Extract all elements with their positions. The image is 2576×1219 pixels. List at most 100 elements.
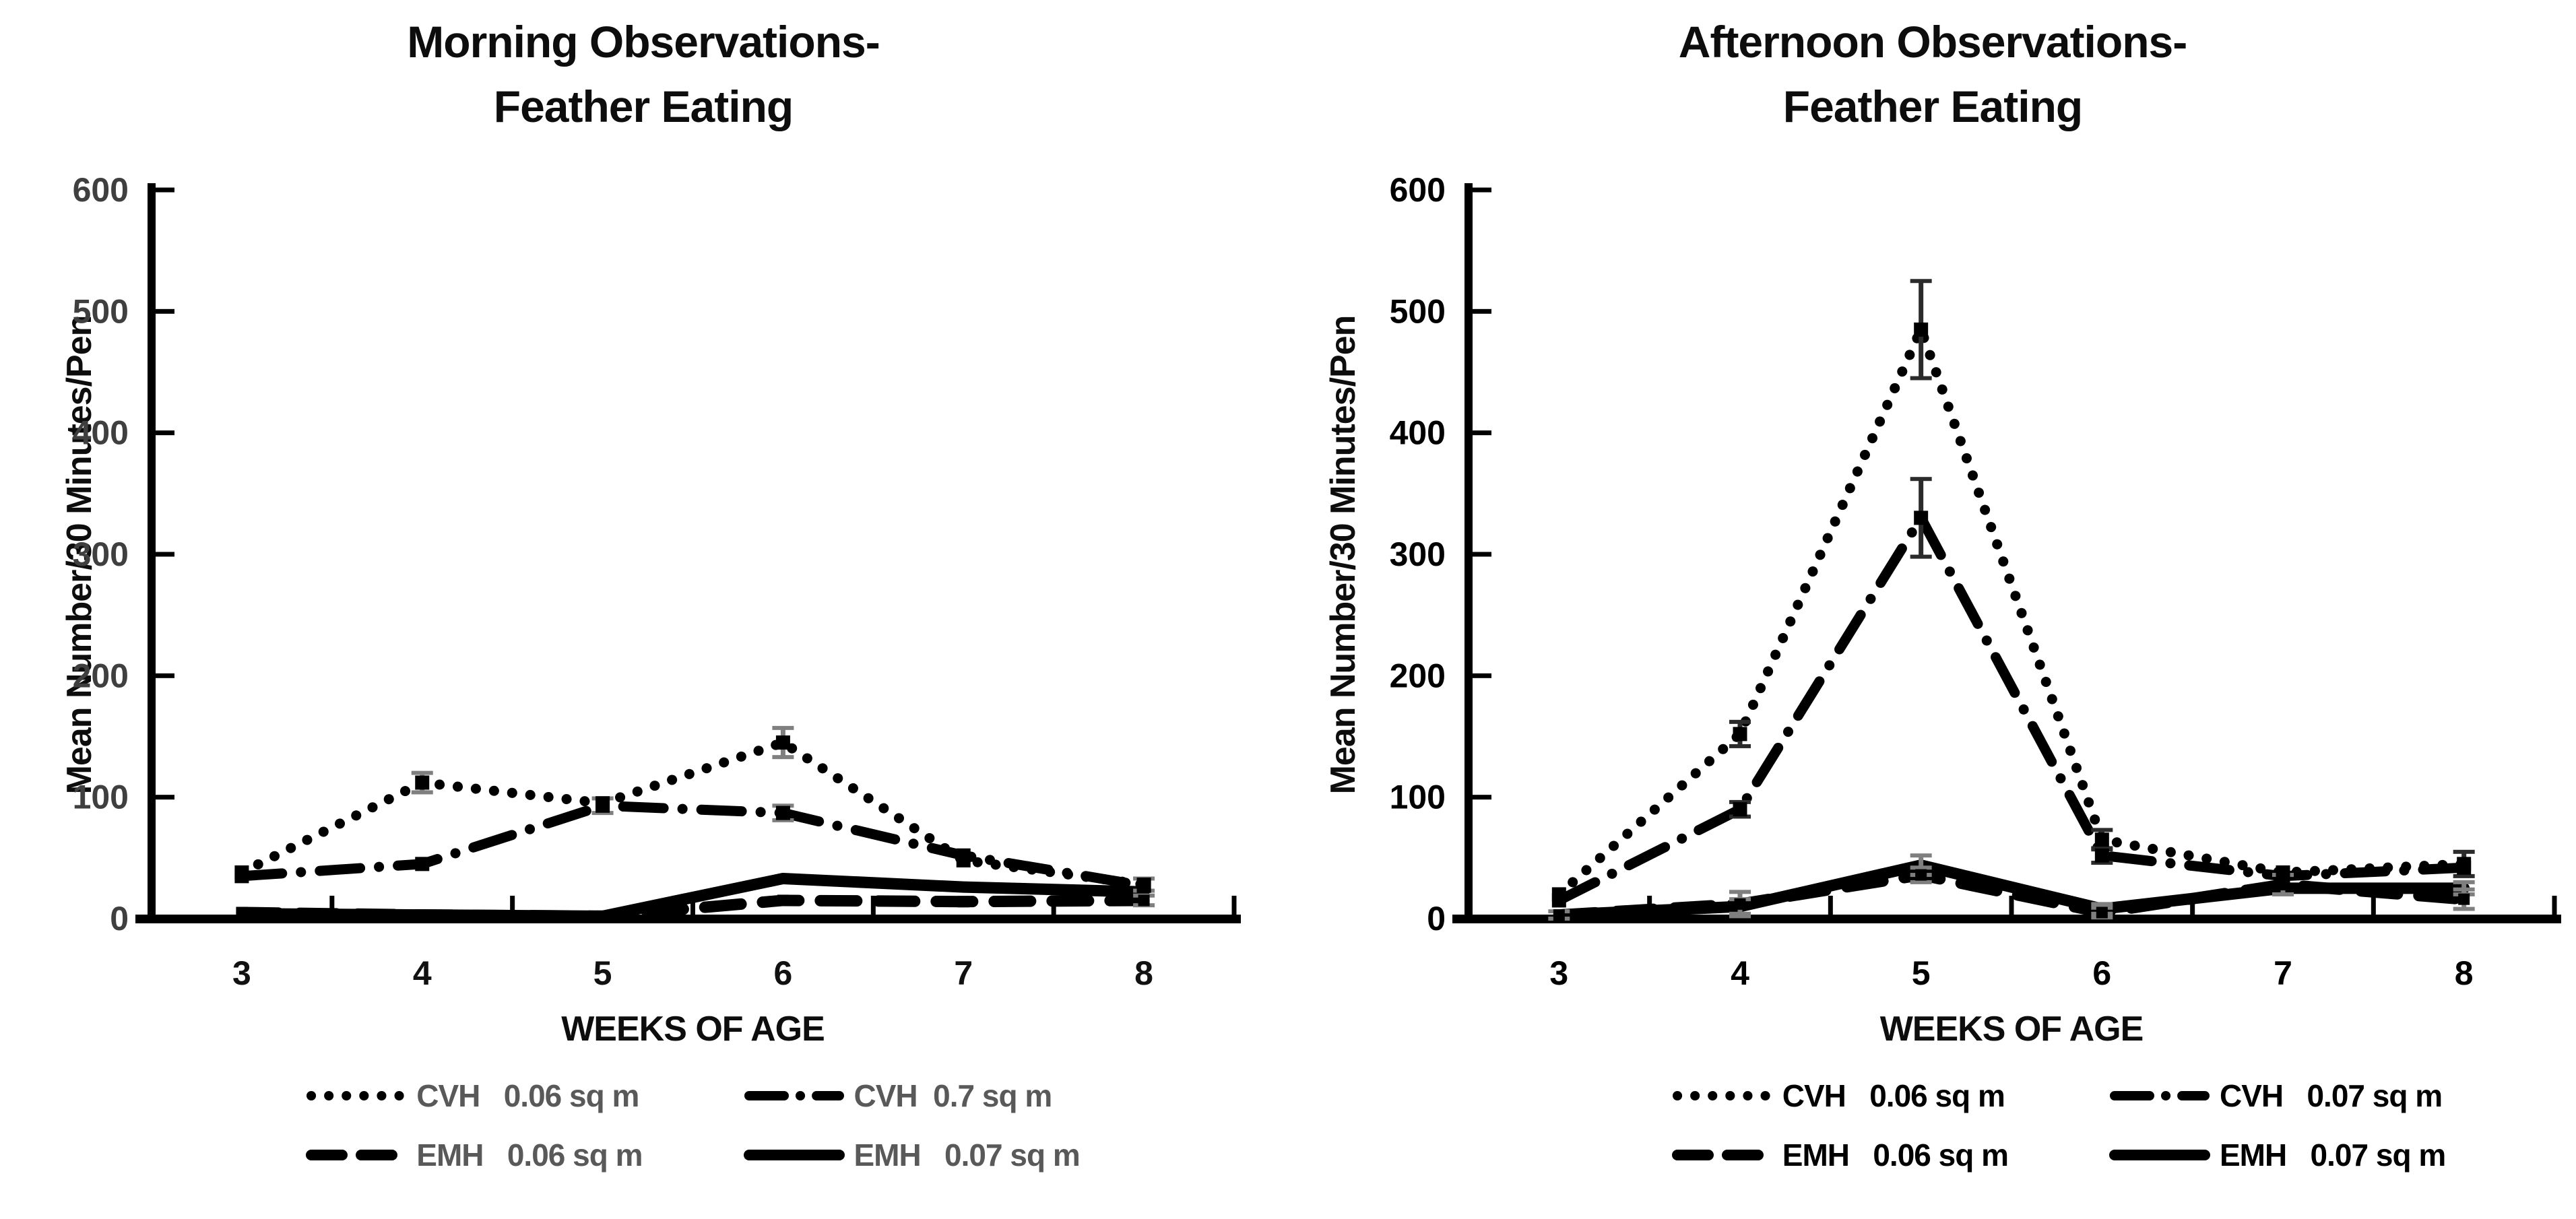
y-tick-label: 100	[73, 779, 129, 816]
series-line-dashdot	[1553, 513, 2470, 906]
legend-swatch-solid	[743, 1150, 845, 1160]
chart-title-line1: Afternoon Observations-	[1678, 17, 2187, 67]
x-tick-label: 8	[1134, 954, 1153, 992]
y-tick-label: 400	[1390, 414, 1446, 452]
data-marker	[956, 848, 971, 863]
x-tick	[149, 896, 154, 916]
y-tick	[1473, 430, 1491, 436]
x-tick-label: 7	[954, 954, 973, 992]
data-marker	[234, 869, 249, 884]
legend-item-dashdot: CVH 0.7 sq m	[744, 1078, 1080, 1114]
x-tick-label: 6	[2092, 954, 2111, 992]
legend-swatch-solid	[2109, 1150, 2210, 1160]
data-marker	[2277, 879, 2289, 891]
y-tick	[156, 187, 174, 193]
data-marker	[415, 775, 430, 790]
x-tick-label: 6	[774, 954, 793, 992]
data-marker	[1914, 322, 1929, 337]
y-axis-line	[1464, 183, 1473, 923]
plot-area: 0 100 200 300 400 500 600 3 4 5 6 7 8	[1390, 171, 2561, 992]
data-marker	[775, 805, 790, 820]
x-tick	[329, 896, 335, 916]
y-tick-label: 0	[110, 900, 129, 937]
legend-swatch-dashdot	[744, 1091, 844, 1100]
x-tick	[2009, 896, 2014, 916]
data-marker	[1138, 894, 1150, 907]
y-tick-label: 0	[1427, 900, 1446, 937]
x-tick-label: 5	[1912, 954, 1931, 992]
chart-legend: CVH 0.06 sq m CVH 0.7 sq m EMH 0.06 sq m EM…	[152, 1078, 1234, 1173]
chart-title: Afternoon Observations- Feather Eating	[1289, 9, 2576, 139]
series-line-solid	[236, 872, 1150, 922]
legend-item-dotted: CVH 0.06 sq m	[1672, 1078, 2008, 1114]
x-tick-label: 4	[1731, 954, 1749, 992]
y-tick-label: 300	[1390, 535, 1446, 573]
x-tick-label: 4	[413, 954, 432, 992]
data-marker	[777, 894, 789, 907]
morning-feather-eating-chart: Morning Observations- Feather Eating Mea…	[0, 0, 1287, 1219]
y-tick-label: 100	[1390, 779, 1446, 816]
data-marker	[597, 910, 609, 922]
x-tick-label: 8	[2455, 954, 2474, 992]
data-marker	[1136, 878, 1151, 893]
x-tick	[2190, 896, 2195, 916]
data-marker	[2094, 848, 2109, 863]
data-marker	[595, 798, 610, 813]
y-tick-label: 600	[1390, 171, 1446, 209]
x-axis-title: WEEKS OF AGE	[1879, 1010, 2144, 1049]
data-marker	[2458, 893, 2470, 905]
chart-title-line2: Feather Eating	[1782, 81, 2083, 131]
y-tick-label: 400	[73, 414, 129, 452]
legend-item-dashed: EMH 0.06 sq m	[306, 1137, 643, 1173]
legend-swatch-dashed	[306, 1150, 408, 1160]
y-tick	[156, 552, 174, 557]
data-marker	[416, 909, 428, 921]
legend-label: CVH 0.7 sq m	[854, 1078, 1053, 1113]
legend-swatch-dashed	[1671, 1150, 1773, 1160]
x-tick	[690, 896, 695, 916]
x-tick-label: 5	[593, 954, 612, 992]
data-marker	[1734, 898, 1746, 910]
y-tick	[1473, 308, 1491, 314]
y-tick	[156, 673, 174, 678]
data-marker	[957, 896, 969, 908]
data-marker	[1551, 893, 1566, 908]
y-tick	[156, 916, 174, 921]
y-tick	[1473, 916, 1491, 921]
series-line-dotted	[236, 737, 1149, 890]
legend-label: CVH 0.06 sq m	[416, 1078, 639, 1113]
y-tick-label: 200	[1390, 657, 1446, 694]
legend-label: CVH 0.07 sq m	[2220, 1078, 2443, 1113]
plot-area: 0 100 200 300 400 500 600 3 4 5 6 7 8	[73, 171, 1241, 992]
y-tick-label: 600	[73, 171, 129, 209]
x-axis-title: WEEKS OF AGE	[561, 1010, 825, 1049]
x-tick	[1828, 896, 1833, 916]
x-tick-label: 3	[232, 954, 251, 992]
legend-item-solid: EMH 0.07 sq m	[743, 1137, 1081, 1173]
x-tick	[510, 896, 515, 916]
data-marker	[2094, 832, 2109, 847]
data-marker	[775, 735, 790, 750]
y-tick	[1473, 795, 1491, 800]
data-marker	[1915, 869, 1927, 881]
legend-label: EMH 0.06 sq m	[416, 1138, 643, 1173]
data-marker	[2457, 860, 2472, 875]
x-tick-label: 7	[2274, 954, 2292, 992]
legend-label: EMH 0.07 sq m	[2220, 1138, 2446, 1173]
series-line-dotted	[1553, 324, 2470, 900]
data-marker	[1733, 802, 1747, 817]
x-tick	[870, 896, 876, 916]
y-tick-label: 500	[73, 292, 129, 330]
legend-swatch-dotted	[1672, 1091, 1772, 1100]
legend-label: EMH 0.06 sq m	[1782, 1138, 2009, 1173]
y-tick-label: 500	[1390, 292, 1446, 330]
x-tick	[1466, 896, 1471, 916]
y-tick	[156, 795, 174, 800]
legend-swatch-dotted	[307, 1091, 407, 1100]
legend-item-solid: EMH 0.07 sq m	[2109, 1137, 2446, 1173]
legend-item-dotted: CVH 0.06 sq m	[306, 1078, 642, 1114]
data-marker	[1553, 909, 1565, 921]
y-tick	[1473, 673, 1491, 678]
y-tick	[156, 308, 174, 314]
legend-item-dashed: EMH 0.06 sq m	[1671, 1137, 2009, 1173]
